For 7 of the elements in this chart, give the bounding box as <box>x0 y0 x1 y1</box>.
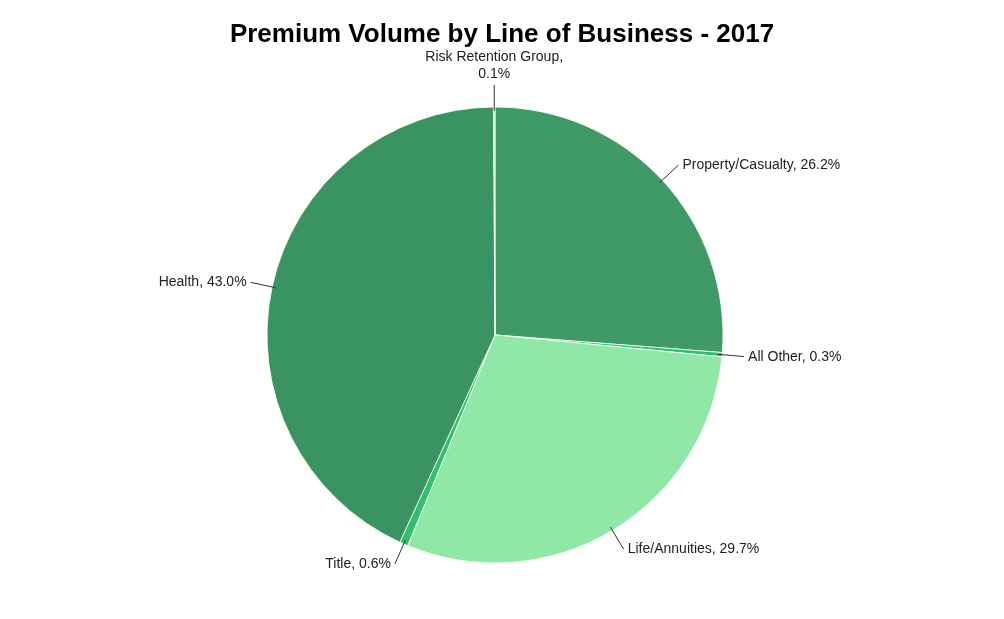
chart-title: Premium Volume by Line of Business - 2017 <box>229 18 775 48</box>
slice-label: Risk Retention Group, 0.1% <box>425 48 564 81</box>
slice-label: Title, 0.6% <box>325 555 391 572</box>
slice-label: Property/Casualty, 26.2% <box>682 156 841 173</box>
slice-label: All Other, 0.3% <box>748 347 842 364</box>
slice-label: Life/Annuities, 29.7% <box>627 540 760 557</box>
slice-label: Health, 43.0% <box>158 273 247 290</box>
